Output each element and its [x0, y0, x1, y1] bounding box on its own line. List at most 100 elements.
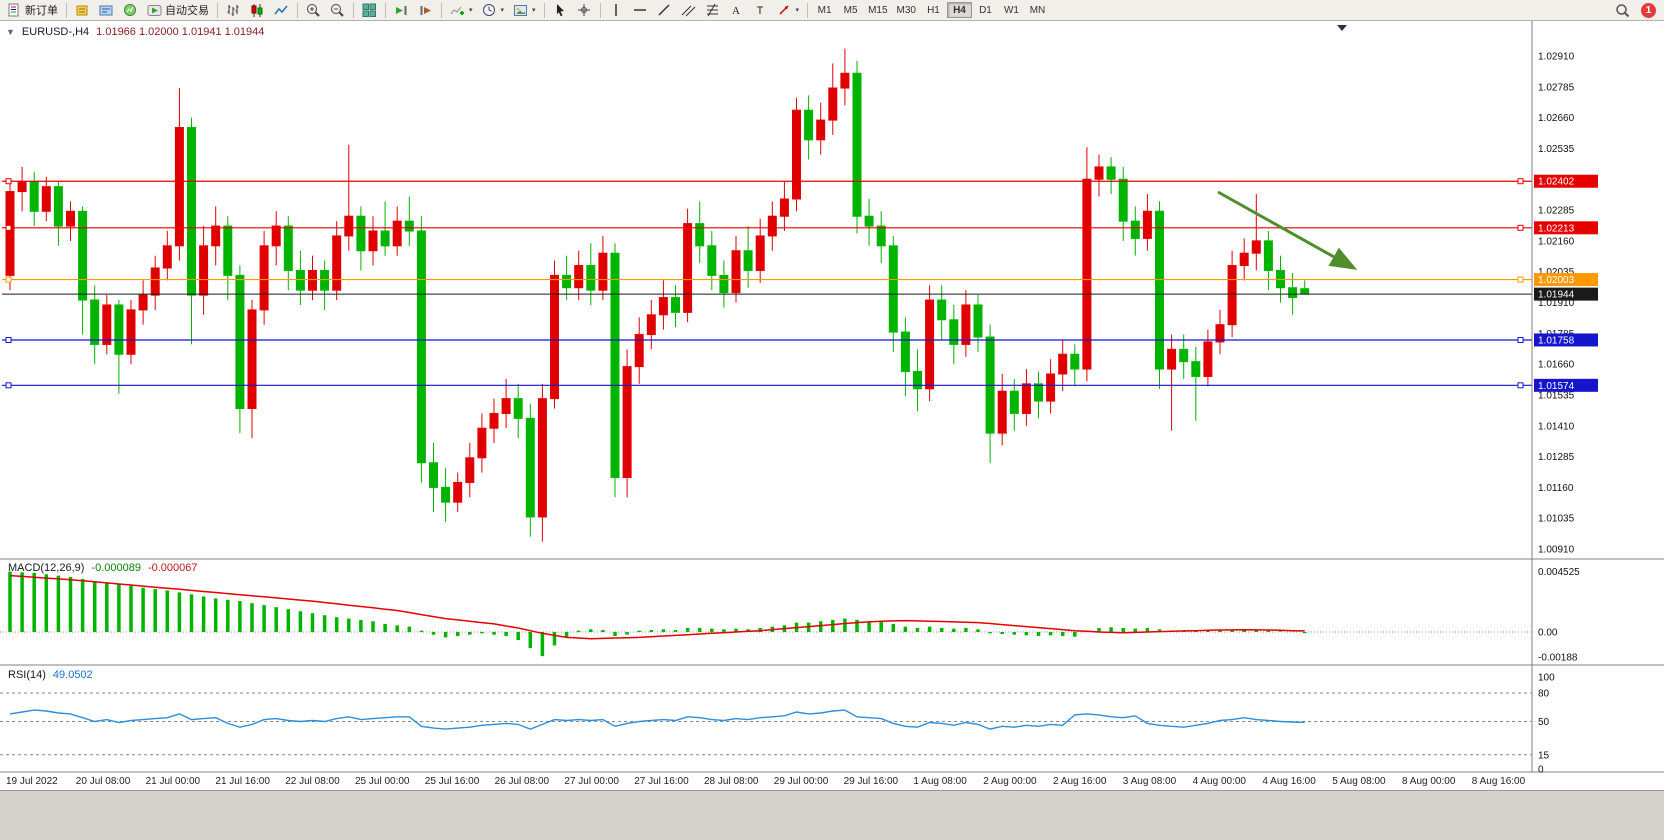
price-badge	[1534, 287, 1598, 301]
candle-body	[586, 265, 596, 291]
line-handle[interactable]	[5, 276, 12, 283]
price-badge-label: 1.02402	[1538, 177, 1575, 188]
candle-body	[1094, 166, 1104, 180]
auto-scroll-button[interactable]	[390, 1, 413, 19]
candle-body	[295, 269, 305, 291]
candle-body	[925, 299, 935, 390]
fibonacci-button[interactable]	[701, 1, 724, 19]
candle-body	[1179, 348, 1189, 363]
time-axis-label: 8 Aug 00:00	[1402, 776, 1456, 787]
crosshair-button[interactable]	[573, 1, 596, 19]
candle-body	[53, 186, 63, 227]
bar-chart-button[interactable]	[222, 1, 245, 19]
time-axis-label: 1 Aug 08:00	[913, 776, 967, 787]
candle-body	[404, 220, 414, 232]
search-button[interactable]	[1611, 1, 1634, 19]
rsi-value: 49.0502	[52, 669, 93, 681]
line-handle[interactable]	[1517, 382, 1524, 389]
candle-body	[695, 223, 705, 247]
line-handle[interactable]	[5, 336, 12, 343]
line-handle[interactable]	[5, 382, 12, 389]
candle-body	[973, 304, 983, 338]
toolbar: 新订单 自动交易 ▾ ▾ ▾ A T ▾ M1 M5 M15 M30 H1 H4 D1 W1 MN 1	[0, 0, 1664, 21]
price-badge-label: 1.01944	[1538, 290, 1575, 301]
candle-body	[707, 245, 717, 276]
timeframe-m1[interactable]: M1	[817, 4, 832, 16]
candle-body	[562, 274, 572, 289]
time-axis-label: 28 Jul 08:00	[704, 776, 759, 787]
tile-windows-button[interactable]	[358, 1, 381, 19]
new-order-button[interactable]: 新订单	[3, 1, 62, 19]
candle-body	[308, 269, 317, 291]
trend-arrow-object[interactable]	[1217, 190, 1358, 270]
candle-body	[997, 390, 1007, 434]
price-badge-label: 1.01574	[1538, 381, 1575, 392]
line-handle[interactable]	[5, 224, 12, 231]
autotrading-button[interactable]: 自动交易	[143, 1, 213, 19]
price-axis-tick: 1.02035	[1538, 267, 1575, 278]
arrows-button[interactable]: ▾	[773, 1, 804, 19]
time-axis-label: 29 Jul 16:00	[844, 776, 899, 787]
line-handle[interactable]	[1517, 276, 1524, 283]
time-axis-label: 2 Aug 00:00	[983, 776, 1037, 787]
time-axis-label: 21 Jul 16:00	[215, 776, 270, 787]
terminal-button[interactable]	[95, 1, 118, 19]
text-icon: A	[732, 5, 740, 17]
candle-body	[767, 215, 777, 237]
bars-icon	[227, 4, 239, 16]
periods-button[interactable]: ▾	[478, 1, 509, 19]
candle-body	[211, 225, 221, 247]
vertical-line-button[interactable]	[605, 1, 628, 19]
timeframe-m5[interactable]: M5	[843, 4, 858, 16]
timeframe-h1[interactable]: H1	[927, 4, 940, 16]
timeframe-d1[interactable]: D1	[979, 4, 992, 16]
metaeditor-button[interactable]	[71, 1, 94, 19]
line-handle[interactable]	[1517, 178, 1524, 185]
timeframe-m30[interactable]: M30	[896, 4, 916, 16]
zoom-in-button[interactable]	[302, 1, 325, 19]
time-axis-label: 21 Jul 00:00	[146, 776, 201, 787]
line-handle[interactable]	[1517, 224, 1524, 231]
notification-badge[interactable]: 1	[1641, 2, 1656, 18]
indicators-button[interactable]: ▾	[446, 1, 477, 19]
timeframe-mn[interactable]: MN	[1029, 4, 1046, 16]
label-button[interactable]: T	[749, 1, 772, 19]
channel-button[interactable]	[677, 1, 700, 19]
search-icon	[1616, 3, 1630, 17]
new-order-icon	[8, 3, 19, 16]
candlestick-chart-button[interactable]	[246, 1, 269, 19]
candle-body	[513, 398, 523, 419]
candle-body	[380, 230, 390, 247]
time-axis-label: 3 Aug 08:00	[1123, 776, 1177, 787]
candle-body	[247, 309, 257, 409]
candle-body	[465, 457, 475, 483]
text-button[interactable]: A	[725, 1, 748, 19]
horizontal-line-button[interactable]	[629, 1, 652, 19]
rsi-axis-tick: 50	[1538, 717, 1550, 728]
linechart-icon	[274, 5, 288, 14]
price-axis-tick: 1.02660	[1538, 113, 1575, 124]
line-chart-button[interactable]	[270, 1, 293, 19]
price-axis-tick: 1.00910	[1538, 545, 1575, 556]
chart-shift-button[interactable]	[414, 1, 437, 19]
line-handle[interactable]	[1517, 336, 1524, 343]
timeframe-m15[interactable]: M15	[868, 4, 888, 16]
zoom-out-icon	[331, 3, 344, 17]
one-click-trading-toggle[interactable]: ▼	[6, 27, 15, 37]
cursor-button[interactable]	[549, 1, 572, 19]
timeframe-h4[interactable]: H4	[946, 2, 972, 18]
macd-name: MACD(12,26,9)	[8, 562, 85, 574]
line-handle[interactable]	[5, 178, 12, 185]
templates-button[interactable]: ▾	[509, 1, 540, 19]
strategy-tester-button[interactable]	[119, 1, 142, 19]
zoom-out-button[interactable]	[326, 1, 349, 19]
macd-signal-line	[9, 574, 1305, 640]
trendline-button[interactable]	[653, 1, 676, 19]
label-icon: T	[756, 5, 763, 17]
price-axis-tick: 1.01035	[1538, 514, 1575, 525]
workspace-bottom-strip	[0, 790, 1664, 840]
time-axis-label: 2 Aug 16:00	[1053, 776, 1107, 787]
timeframe-w1[interactable]: W1	[1003, 4, 1019, 16]
tile-icon	[362, 3, 376, 17]
candle-body	[489, 412, 499, 429]
